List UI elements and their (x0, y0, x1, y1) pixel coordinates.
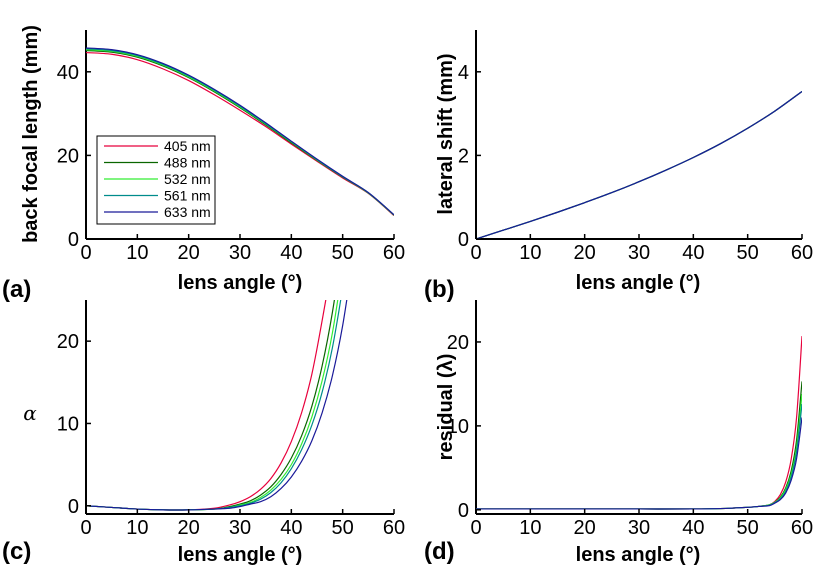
panel-d-ylabel: residual (λ) (435, 354, 457, 461)
panel-d-ytick-label: 0 (458, 500, 469, 522)
panel-c-label: (c) (2, 538, 31, 565)
legend-entry: 561 nm (164, 188, 211, 204)
panel-a-label: (a) (2, 276, 31, 303)
panel-c-series-532nm (86, 300, 339, 511)
panel-c-xtick-label: 20 (178, 517, 200, 539)
panel-a-xtick-label: 10 (126, 242, 148, 264)
panel-b-xticks: 0 10 20 30 40 50 60 (470, 234, 813, 264)
panel-d-series-405nm (476, 336, 802, 510)
panel-c-yticks: 0 10 20 (57, 331, 91, 518)
panel-a-series (86, 47, 394, 217)
panel-b-series-405nm (476, 90, 802, 239)
panel-a-xtick-label: 0 (80, 242, 91, 264)
panel-c-ytick-label: 0 (68, 496, 79, 518)
panel-b-xtick-label: 0 (470, 242, 481, 264)
panel-c-series (86, 300, 348, 511)
panel-d-series (476, 336, 802, 510)
panel-b-axes (475, 30, 802, 240)
panel-a-xlabel: lens angle (°) (178, 272, 303, 294)
panel-c: 0 10 20 30 40 50 60 0 10 20 lens angle (°) α (c) (2, 300, 405, 566)
panel-d-label: (d) (424, 538, 455, 565)
panel-a-xtick-label: 30 (229, 242, 251, 264)
panel-c-xtick-label: 10 (126, 517, 148, 539)
panel-b-ytick-label: 2 (458, 145, 469, 167)
panel-d-ytick-label: 20 (447, 332, 469, 354)
panel-c-ylabel: α (23, 401, 37, 425)
panel-a-yticks: 0 20 40 (57, 62, 91, 251)
panel-d-xtick-label: 50 (737, 517, 759, 539)
panel-d-series-488nm (476, 381, 802, 510)
panel-b-series (476, 90, 802, 239)
panel-b-xlabel: lens angle (°) (576, 272, 701, 294)
panel-a-ylabel: back focal length (mm) (20, 25, 42, 243)
panel-d: 0 10 20 30 40 50 60 0 10 20 lens angle (°) resid… (424, 300, 813, 566)
panel-d-ytick-label: 10 (447, 416, 469, 438)
panel-c-xlabel: lens angle (°) (178, 544, 303, 566)
panel-a-xtick-label: 60 (383, 242, 405, 264)
panel-d-xticks: 0 10 20 30 40 50 60 (470, 509, 813, 539)
panel-c-xtick-label: 30 (229, 517, 251, 539)
panel-c-ytick-label: 20 (57, 331, 79, 353)
panel-c-xtick-label: 50 (332, 517, 354, 539)
panel-a-ytick-label: 0 (68, 229, 79, 251)
panel-c-xtick-label: 40 (280, 517, 302, 539)
panel-d-xtick-label: 0 (470, 517, 481, 539)
legend-entry: 633 nm (164, 204, 211, 220)
panel-a: 0 10 20 30 40 50 60 0 20 40 lens angle (°) back … (2, 25, 405, 303)
legend-entry: 488 nm (164, 155, 211, 171)
panel-d-axes (475, 300, 802, 515)
panel-c-xtick-label: 60 (383, 517, 405, 539)
panel-c-axes (85, 300, 394, 515)
panel-b-ytick-label: 0 (458, 229, 469, 251)
panel-a-series-405nm (86, 51, 394, 217)
panel-b-series-488nm (476, 90, 802, 239)
panel-c-xticks: 0 10 20 30 40 50 60 (80, 509, 405, 539)
panel-a-xtick-label: 20 (178, 242, 200, 264)
panel-d-xlabel: lens angle (°) (576, 544, 701, 566)
panel-b-xtick-label: 50 (737, 242, 759, 264)
panel-a-ytick-label: 20 (57, 145, 79, 167)
panel-d-xtick-label: 30 (628, 517, 650, 539)
panel-b-series-561nm (476, 90, 802, 239)
panel-d-xtick-label: 60 (791, 517, 813, 539)
legend-entry: 405 nm (164, 138, 211, 154)
panel-d-series-561nm (476, 403, 802, 510)
panel-b-yticks: 0 2 4 (458, 62, 481, 251)
panel-d-xtick-label: 20 (574, 517, 596, 539)
panel-b-xtick-label: 60 (791, 242, 813, 264)
panel-b-xtick-label: 10 (519, 242, 541, 264)
legend-entry: 532 nm (164, 171, 211, 187)
panel-b-ylabel: lateral shift (mm) (435, 53, 457, 214)
panel-b-xtick-label: 20 (574, 242, 596, 264)
panel-c-series-633nm (86, 300, 348, 511)
panel-b: 0 10 20 30 40 50 60 0 2 4 lens angle (°) lateral… (424, 30, 813, 303)
panel-a-xtick-label: 40 (280, 242, 302, 264)
panel-a-xtick-label: 50 (332, 242, 354, 264)
panel-d-xtick-label: 40 (682, 517, 704, 539)
panel-c-xtick-label: 0 (80, 517, 91, 539)
panel-a-series-633nm (86, 47, 394, 216)
panel-b-xtick-label: 30 (628, 242, 650, 264)
panel-a-ytick-label: 40 (57, 62, 79, 84)
panel-b-xtick-label: 40 (682, 242, 704, 264)
panel-d-series-532nm (476, 393, 802, 510)
panel-a-xticks: 0 10 20 30 40 50 60 (80, 234, 405, 264)
panel-d-xtick-label: 10 (519, 517, 541, 539)
legend-box (96, 135, 216, 225)
panel-b-series-633nm (476, 90, 802, 239)
panel-b-ytick-label: 4 (458, 62, 469, 84)
panel-b-series-532nm (476, 90, 802, 239)
panel-d-yticks: 0 10 20 (447, 332, 481, 522)
panel-c-ytick-label: 10 (57, 413, 79, 435)
panel-b-label: (b) (424, 276, 455, 303)
panel-d-series-633nm (476, 417, 802, 510)
